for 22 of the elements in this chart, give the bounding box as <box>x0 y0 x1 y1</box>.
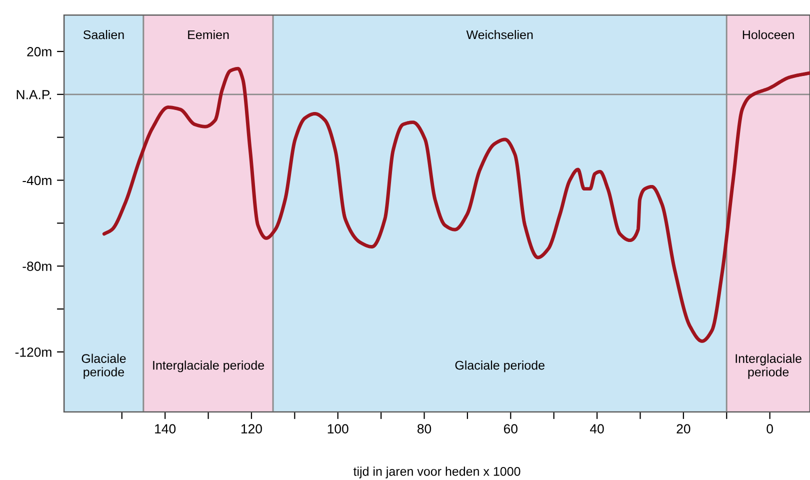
x-tick-label: 40 <box>590 424 604 434</box>
annotation: Glaciale periode <box>82 354 126 379</box>
x-tick-label: 140 <box>155 424 176 434</box>
x-tick-label: 0 <box>766 424 773 434</box>
x-tick-label: 80 <box>417 424 432 434</box>
annotation: Interglaciale periode <box>153 360 264 372</box>
band-label: Eemien <box>188 30 229 40</box>
band-label: Holoceen <box>742 30 794 40</box>
y-tick-label: -40m <box>22 176 52 186</box>
annotation: Glaciale periode <box>455 360 544 372</box>
band-label: Saalien <box>83 30 124 40</box>
x-tick-label: 20 <box>676 424 690 434</box>
y-tick-label: N.A.P. <box>16 90 51 100</box>
x-tick-label: 100 <box>328 424 348 434</box>
x-tick-label: 60 <box>504 424 518 434</box>
y-tick-label: 20m <box>27 47 52 56</box>
band-label: Weichselien <box>466 30 533 40</box>
annotation: Interglaciale periode <box>736 354 802 379</box>
x-tick-label: 120 <box>241 424 262 434</box>
x-axis-title: tijd in jaren voor heden x 1000 <box>353 466 520 478</box>
y-tick-label: -120m <box>15 347 52 357</box>
y-tick-label: -80m <box>22 262 52 271</box>
